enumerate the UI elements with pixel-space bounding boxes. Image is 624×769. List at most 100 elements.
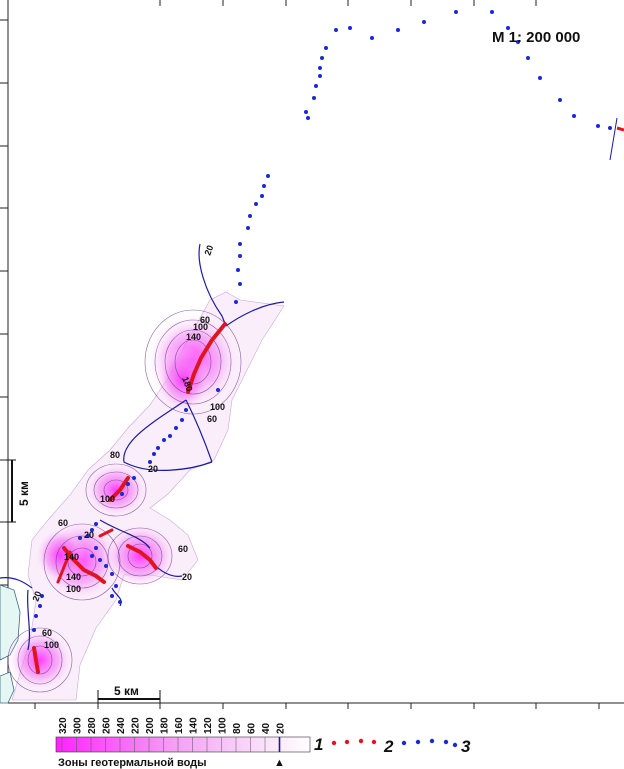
blue-well-point <box>114 584 118 588</box>
blue-well-point <box>98 558 102 562</box>
contour-label: 100 <box>193 322 208 332</box>
blue-well-point <box>454 10 458 14</box>
legend-ramp-value: 180 <box>160 717 171 734</box>
blue-well-point <box>572 114 576 118</box>
blue-well-point <box>312 96 316 100</box>
contour-label: 20 <box>148 464 158 474</box>
blue-well-point <box>608 126 612 130</box>
blue-well-point <box>516 40 520 44</box>
water-patch-bottom <box>0 671 15 704</box>
blue-well-point <box>248 214 252 218</box>
blue-well-point <box>324 46 328 50</box>
blue-well-point <box>110 594 114 598</box>
blue-well-point <box>152 452 156 456</box>
blue-well-point <box>596 124 600 128</box>
blue-well-point <box>370 36 374 40</box>
legend-ramp-value: 120 <box>203 717 214 734</box>
legend-ramp-labels: 320 300 280 260 240 220 200 180 160 140 120 100 80 60… <box>58 717 287 734</box>
blue-well-point <box>94 546 98 550</box>
blue-well-point <box>260 194 264 198</box>
contour-label: 20 <box>84 530 94 540</box>
blue-well-point <box>120 492 124 496</box>
legend-ramp-value: 280 <box>87 717 98 734</box>
legend-item-2-label: 2 <box>383 737 394 756</box>
legend-ramp-value: 40 <box>261 722 272 734</box>
blue-well-point <box>254 202 258 206</box>
blue-well-point <box>538 76 542 80</box>
blue-well-point <box>304 110 308 114</box>
blue-well-point <box>238 282 242 286</box>
legend-ramp-value: 300 <box>73 717 84 734</box>
red-well-lines <box>32 117 624 674</box>
legend-ramp-value: 160 <box>174 717 185 734</box>
legend-color-ramp <box>55 736 311 753</box>
legend-ramp-value: 220 <box>131 717 142 734</box>
blue-well-point <box>318 74 322 78</box>
blue-well-point <box>318 66 322 70</box>
blue-well-point <box>238 242 242 246</box>
blue-well-point <box>246 226 250 230</box>
blue-well-point <box>174 426 178 430</box>
blue-well-point <box>118 600 122 604</box>
blue-well-point <box>334 28 338 32</box>
legend-item-3-symbol <box>401 738 458 748</box>
contour-label: 140 <box>64 552 79 562</box>
map-scale-label: М 1: 200 000 <box>492 29 580 46</box>
blue-well-point <box>526 56 530 60</box>
blue-well-point <box>262 184 266 188</box>
blue-well-point <box>306 116 310 120</box>
blue-well-point <box>238 254 242 258</box>
blue-well-point <box>422 20 426 24</box>
blue-well-point <box>162 438 166 442</box>
vertical-km-scalebar: 5 км <box>6 459 31 523</box>
contour-label: 140 <box>66 572 81 582</box>
blue-well-point <box>90 554 94 558</box>
legend-ramp-value: 200 <box>145 717 156 734</box>
contour-label: 20 <box>30 590 43 603</box>
contour-label: 100 <box>66 584 81 594</box>
blue-well-point <box>216 388 220 392</box>
blue-well-point <box>32 628 36 632</box>
contour-label: 60 <box>58 518 68 528</box>
blue-well-point <box>38 604 42 608</box>
legend-arrow: ▲ <box>274 757 285 769</box>
legend-ramp-value: 140 <box>189 717 200 734</box>
contour-label: 60 <box>207 414 217 424</box>
contour-label: 60 <box>200 315 210 325</box>
blue-well-point <box>348 26 352 30</box>
blue-well-point <box>78 536 82 540</box>
contour-label: 100 <box>100 494 115 504</box>
blue-well-point <box>132 476 136 480</box>
contour-label: 140 <box>186 332 201 342</box>
blue-well-point <box>156 446 160 450</box>
legend-ramp-value: 260 <box>102 717 113 734</box>
contour-label: 60 <box>42 628 52 638</box>
km-label-vertical: 5 км <box>17 481 31 506</box>
contour-label: 60 <box>178 544 188 554</box>
contour-label: 180 <box>180 375 195 393</box>
legend-ramp-value: 60 <box>247 722 258 734</box>
blue-well-point <box>180 418 184 422</box>
blue-well-point <box>94 522 98 526</box>
legend-item-3-label: 3 <box>461 737 471 756</box>
blue-well-point <box>34 614 38 618</box>
legend-title: Зоны геотермальной воды <box>58 757 207 769</box>
contour-label: 100 <box>44 640 59 650</box>
blue-well-point <box>110 572 114 576</box>
blue-well-point <box>266 174 270 178</box>
blue-well-point <box>148 460 152 464</box>
blue-well-point <box>86 534 90 538</box>
blue-well-point <box>558 98 562 102</box>
legend-item-2-symbol <box>331 738 377 746</box>
blue-well-point <box>490 10 494 14</box>
blue-well-point <box>314 84 318 88</box>
blue-well-point <box>236 268 240 272</box>
legend-ramp-value: 80 <box>232 722 243 734</box>
blue-well-point <box>126 482 130 486</box>
blue-well-point <box>506 26 510 30</box>
horizontal-km-scalebar: 5 км <box>97 684 161 703</box>
contour-label: 20 <box>202 244 215 257</box>
contour-label: 100 <box>210 402 225 412</box>
contour-labels: 20 60 100 140 180 100 60 80 20 100 60 20… <box>30 244 225 650</box>
